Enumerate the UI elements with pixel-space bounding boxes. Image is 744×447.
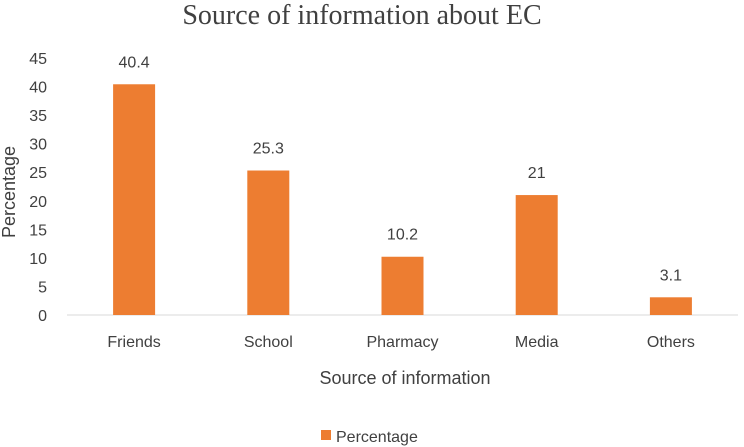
y-tick-label: 40	[29, 80, 47, 97]
data-label: 25.3	[253, 141, 284, 158]
data-label: 3.1	[660, 267, 682, 284]
y-tick-label: 35	[29, 108, 47, 125]
y-tick-label: 0	[38, 308, 47, 325]
y-tick-label: 45	[29, 51, 47, 68]
x-tick-label: Others	[647, 334, 695, 351]
data-labels: 40.4 25.3 10.2 21 3.1	[119, 54, 683, 284]
legend-swatch	[321, 430, 331, 440]
x-tick-label: Media	[515, 334, 559, 351]
bar-friends	[113, 84, 156, 315]
y-axis-title: Percentage	[0, 146, 19, 238]
x-tick-label: School	[244, 334, 293, 351]
bar-media	[515, 195, 558, 315]
legend-label: Percentage	[336, 429, 418, 446]
legend: Percentage	[321, 429, 418, 446]
y-tick-label: 10	[29, 251, 47, 268]
x-axis-tick-labels: Friends School Pharmacy Media Others	[107, 334, 694, 351]
data-label: 21	[528, 165, 546, 182]
x-tick-label: Pharmacy	[366, 334, 438, 351]
bar-others	[649, 297, 692, 315]
x-tick-label: Friends	[107, 334, 160, 351]
y-tick-label: 25	[29, 165, 47, 182]
y-axis: 0 5 10 15 20 25 30 35 40 45	[29, 51, 47, 325]
y-tick-label: 30	[29, 137, 47, 154]
chart-title: Source of information about EC	[182, 0, 541, 31]
bars	[113, 84, 692, 315]
data-label: 40.4	[119, 54, 150, 71]
y-tick-label: 15	[29, 222, 47, 239]
x-axis-title: Source of information	[319, 368, 490, 388]
y-tick-label: 5	[38, 279, 47, 296]
bar-school	[247, 170, 290, 315]
y-tick-label: 20	[29, 194, 47, 211]
data-label: 10.2	[387, 227, 418, 244]
bar-pharmacy	[381, 256, 424, 315]
